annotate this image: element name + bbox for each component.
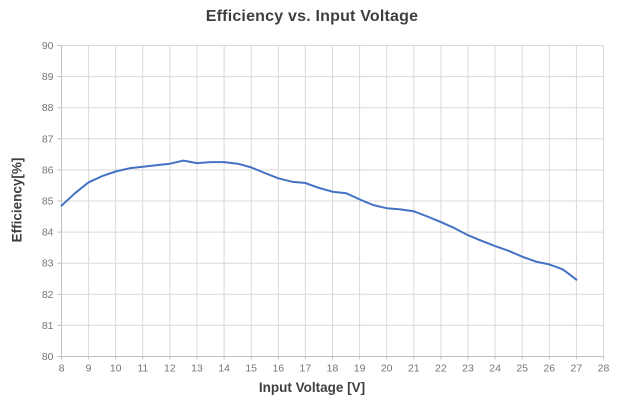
x-tick-label: 23 — [462, 363, 474, 375]
x-tick-label: 28 — [598, 363, 610, 375]
x-tick-label: 12 — [164, 363, 176, 375]
y-tick-label: 87 — [42, 133, 54, 145]
x-tick-label: 8 — [59, 363, 65, 375]
x-tick-label: 15 — [245, 363, 257, 375]
x-tick-labels: 8 9 10 11 12 13 14 15 16 17 18 19 20 21 22 23 24 25 26 27 28 — [59, 363, 610, 375]
y-axis-title: Efficiency[%] — [9, 157, 25, 243]
x-tick-label: 24 — [489, 363, 501, 375]
x-tick-label: 25 — [516, 363, 528, 375]
x-tick-label: 19 — [354, 363, 366, 375]
y-tick-label: 81 — [42, 320, 54, 332]
y-tick-labels: 80 81 82 83 84 85 86 87 88 89 90 — [42, 40, 54, 363]
x-tick-label: 20 — [381, 363, 393, 375]
x-tick-label: 14 — [218, 363, 230, 375]
y-tick-label: 80 — [42, 351, 54, 363]
gridlines — [61, 45, 604, 357]
x-tick-label: 13 — [191, 363, 203, 375]
x-tick-label: 16 — [272, 363, 284, 375]
x-tick-label: 10 — [110, 363, 122, 375]
x-tick-label: 9 — [86, 363, 92, 375]
y-tick-label: 84 — [42, 227, 54, 239]
y-tick-label: 82 — [42, 289, 54, 301]
y-tick-label: 90 — [42, 40, 54, 52]
efficiency-line — [60, 159, 578, 281]
x-tick-label: 17 — [300, 363, 312, 375]
x-tick-label: 26 — [543, 363, 555, 375]
y-tick-label: 86 — [42, 164, 54, 176]
y-tick-label: 89 — [42, 71, 54, 83]
y-tick-label: 88 — [42, 102, 54, 114]
x-tick-label: 11 — [137, 363, 148, 375]
x-tick-label: 18 — [327, 363, 339, 375]
y-tick-label: 83 — [42, 258, 54, 270]
x-tick-label: 22 — [435, 363, 447, 375]
y-tick-label: 85 — [42, 196, 54, 208]
x-tick-label: 21 — [408, 363, 420, 375]
x-axis-title: Input Voltage [V] — [258, 380, 366, 395]
x-tick-label: 27 — [571, 363, 583, 375]
axes — [57, 45, 604, 360]
chart-title: Efficiency vs. Input Voltage — [205, 8, 419, 25]
